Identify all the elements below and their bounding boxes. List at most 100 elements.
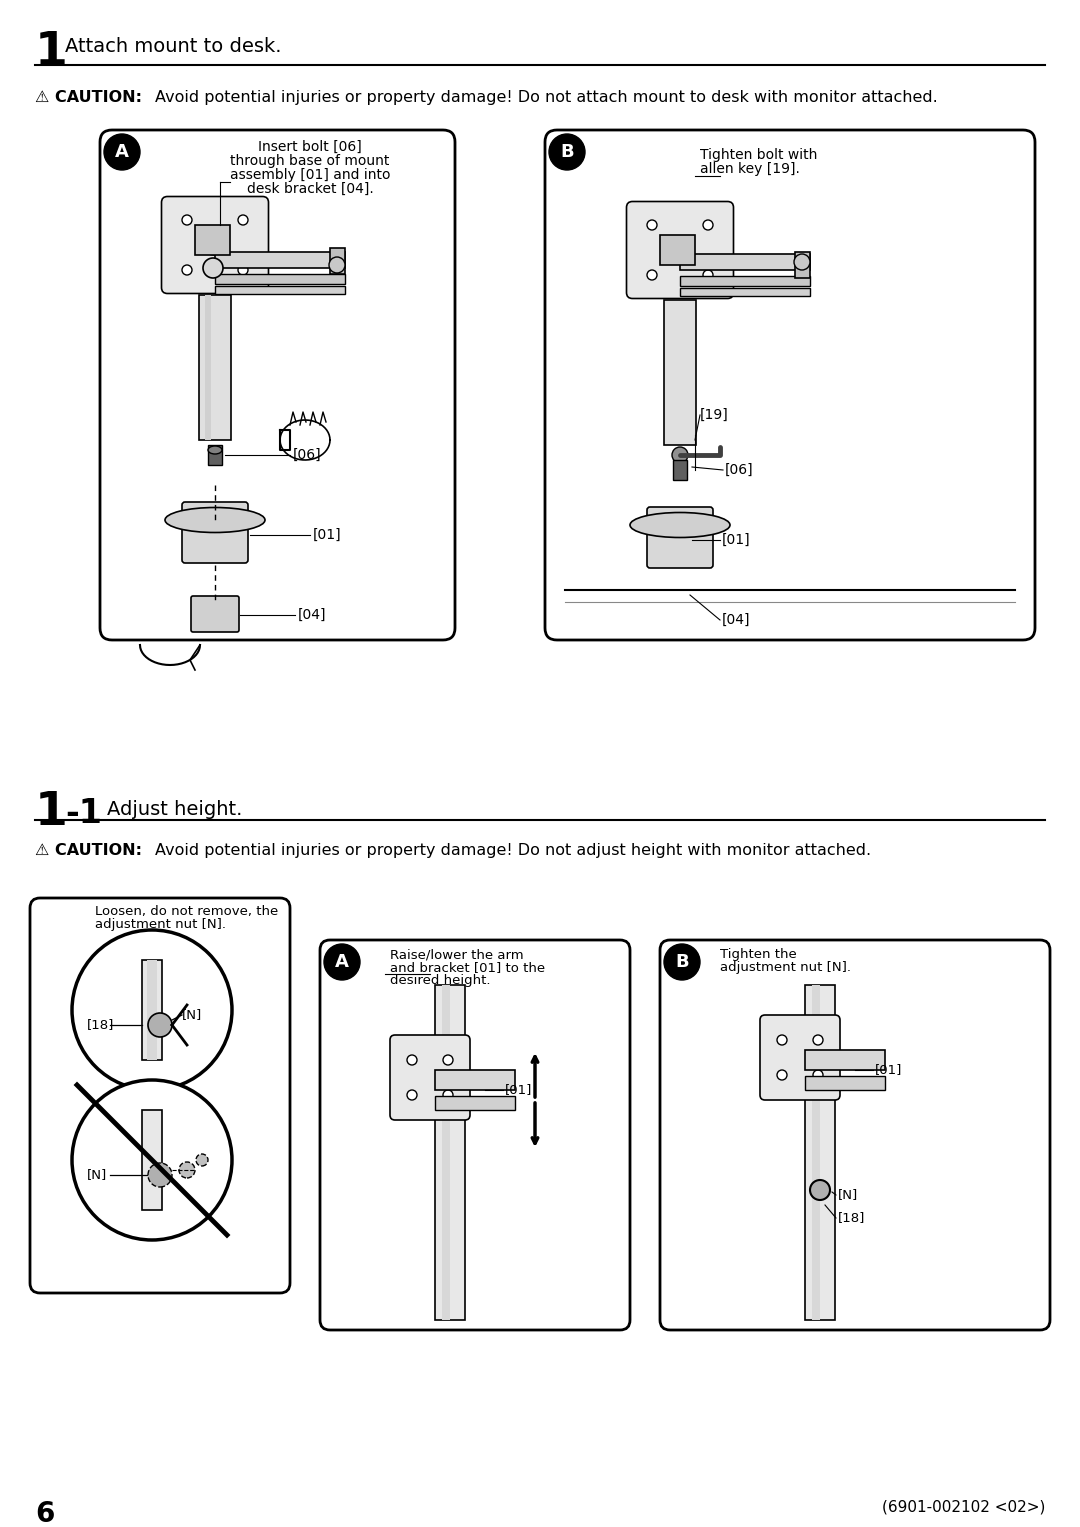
Text: [N]: [N] [838,1188,859,1202]
Text: ⚠ CAUTION:: ⚠ CAUTION: [35,843,141,858]
Text: B: B [675,953,689,971]
Circle shape [407,1090,417,1099]
Text: Tighten bolt with: Tighten bolt with [700,148,818,162]
Bar [680,253,810,270]
Ellipse shape [666,240,694,260]
Circle shape [703,270,713,279]
Ellipse shape [201,235,229,255]
Circle shape [664,944,700,980]
Text: [01]: [01] [875,1063,903,1077]
FancyBboxPatch shape [390,1035,470,1119]
Ellipse shape [206,240,224,250]
Circle shape [810,1180,831,1200]
Text: (6901-002102 <02>): (6901-002102 <02>) [881,1500,1045,1515]
Text: Adjust height.: Adjust height. [107,800,242,818]
Circle shape [72,930,232,1090]
Text: Tighten the: Tighten the [720,948,797,960]
Bar [435,1070,515,1090]
Circle shape [179,1162,195,1177]
Circle shape [183,215,192,224]
Text: [N]: [N] [87,1168,107,1182]
Bar [215,286,345,295]
Circle shape [777,1070,787,1080]
Bar [812,985,820,1319]
FancyBboxPatch shape [660,941,1050,1330]
Text: [06]: [06] [725,463,754,476]
Text: ⚠ CAUTION:: ⚠ CAUTION: [35,90,141,105]
Circle shape [148,1012,172,1037]
Circle shape [324,944,360,980]
Circle shape [195,1154,208,1167]
Bar [435,1096,515,1110]
FancyBboxPatch shape [100,130,455,640]
Circle shape [794,253,810,270]
Circle shape [549,134,585,169]
Text: desired height.: desired height. [390,974,490,986]
Text: [N]: [N] [183,1008,202,1022]
Bar [805,1077,885,1090]
Circle shape [703,220,713,231]
Ellipse shape [630,513,730,538]
Circle shape [407,1055,417,1064]
Bar [141,1110,162,1209]
Text: [18]: [18] [87,1019,114,1032]
Text: 6: 6 [35,1500,54,1527]
Circle shape [813,1035,823,1044]
Bar [680,276,810,286]
Bar [660,235,696,266]
Bar [199,295,231,440]
Text: A: A [335,953,349,971]
Text: -1: -1 [65,797,102,831]
Bar [215,252,345,269]
Text: [01]: [01] [723,533,751,547]
Ellipse shape [671,244,689,257]
Circle shape [104,134,140,169]
FancyBboxPatch shape [647,507,713,568]
Bar [680,289,810,296]
Text: [04]: [04] [723,612,751,628]
Ellipse shape [208,446,222,454]
Bar [330,247,345,273]
Circle shape [647,270,657,279]
Text: Loosen, do not remove, the: Loosen, do not remove, the [95,906,279,918]
Text: 1: 1 [35,31,68,75]
Bar [805,985,835,1319]
Bar [141,960,162,1060]
Circle shape [72,1080,232,1240]
Circle shape [148,1164,172,1186]
Text: 1: 1 [35,789,68,835]
Text: A: A [116,144,129,160]
Bar [435,985,465,1319]
FancyBboxPatch shape [183,502,248,563]
Text: [18]: [18] [838,1211,865,1225]
Bar [795,252,810,278]
Text: allen key [19].: allen key [19]. [700,162,800,176]
Circle shape [647,220,657,231]
Bar [673,460,687,479]
FancyBboxPatch shape [30,898,291,1293]
Bar [805,1051,885,1070]
Circle shape [672,447,688,463]
Circle shape [329,257,345,273]
Text: Attach mount to desk.: Attach mount to desk. [65,37,282,56]
Circle shape [238,215,248,224]
Bar [442,985,450,1319]
Bar [205,295,211,440]
Text: and bracket [01] to the: and bracket [01] to the [390,960,545,974]
Circle shape [238,266,248,275]
Bar [195,224,230,255]
Circle shape [777,1035,787,1044]
FancyBboxPatch shape [162,197,269,293]
Circle shape [443,1090,453,1099]
Text: Raise/lower the arm: Raise/lower the arm [390,948,524,960]
Bar [208,444,222,466]
FancyBboxPatch shape [191,596,239,632]
Text: [01]: [01] [505,1084,532,1096]
Text: through base of mount: through base of mount [230,154,390,168]
Text: [19]: [19] [700,408,729,421]
Text: Avoid potential injuries or property damage! Do not adjust height with monitor a: Avoid potential injuries or property dam… [156,843,872,858]
Text: [04]: [04] [298,608,326,621]
Bar [215,273,345,284]
Text: Insert bolt [06]: Insert bolt [06] [258,140,362,154]
FancyBboxPatch shape [626,202,733,298]
